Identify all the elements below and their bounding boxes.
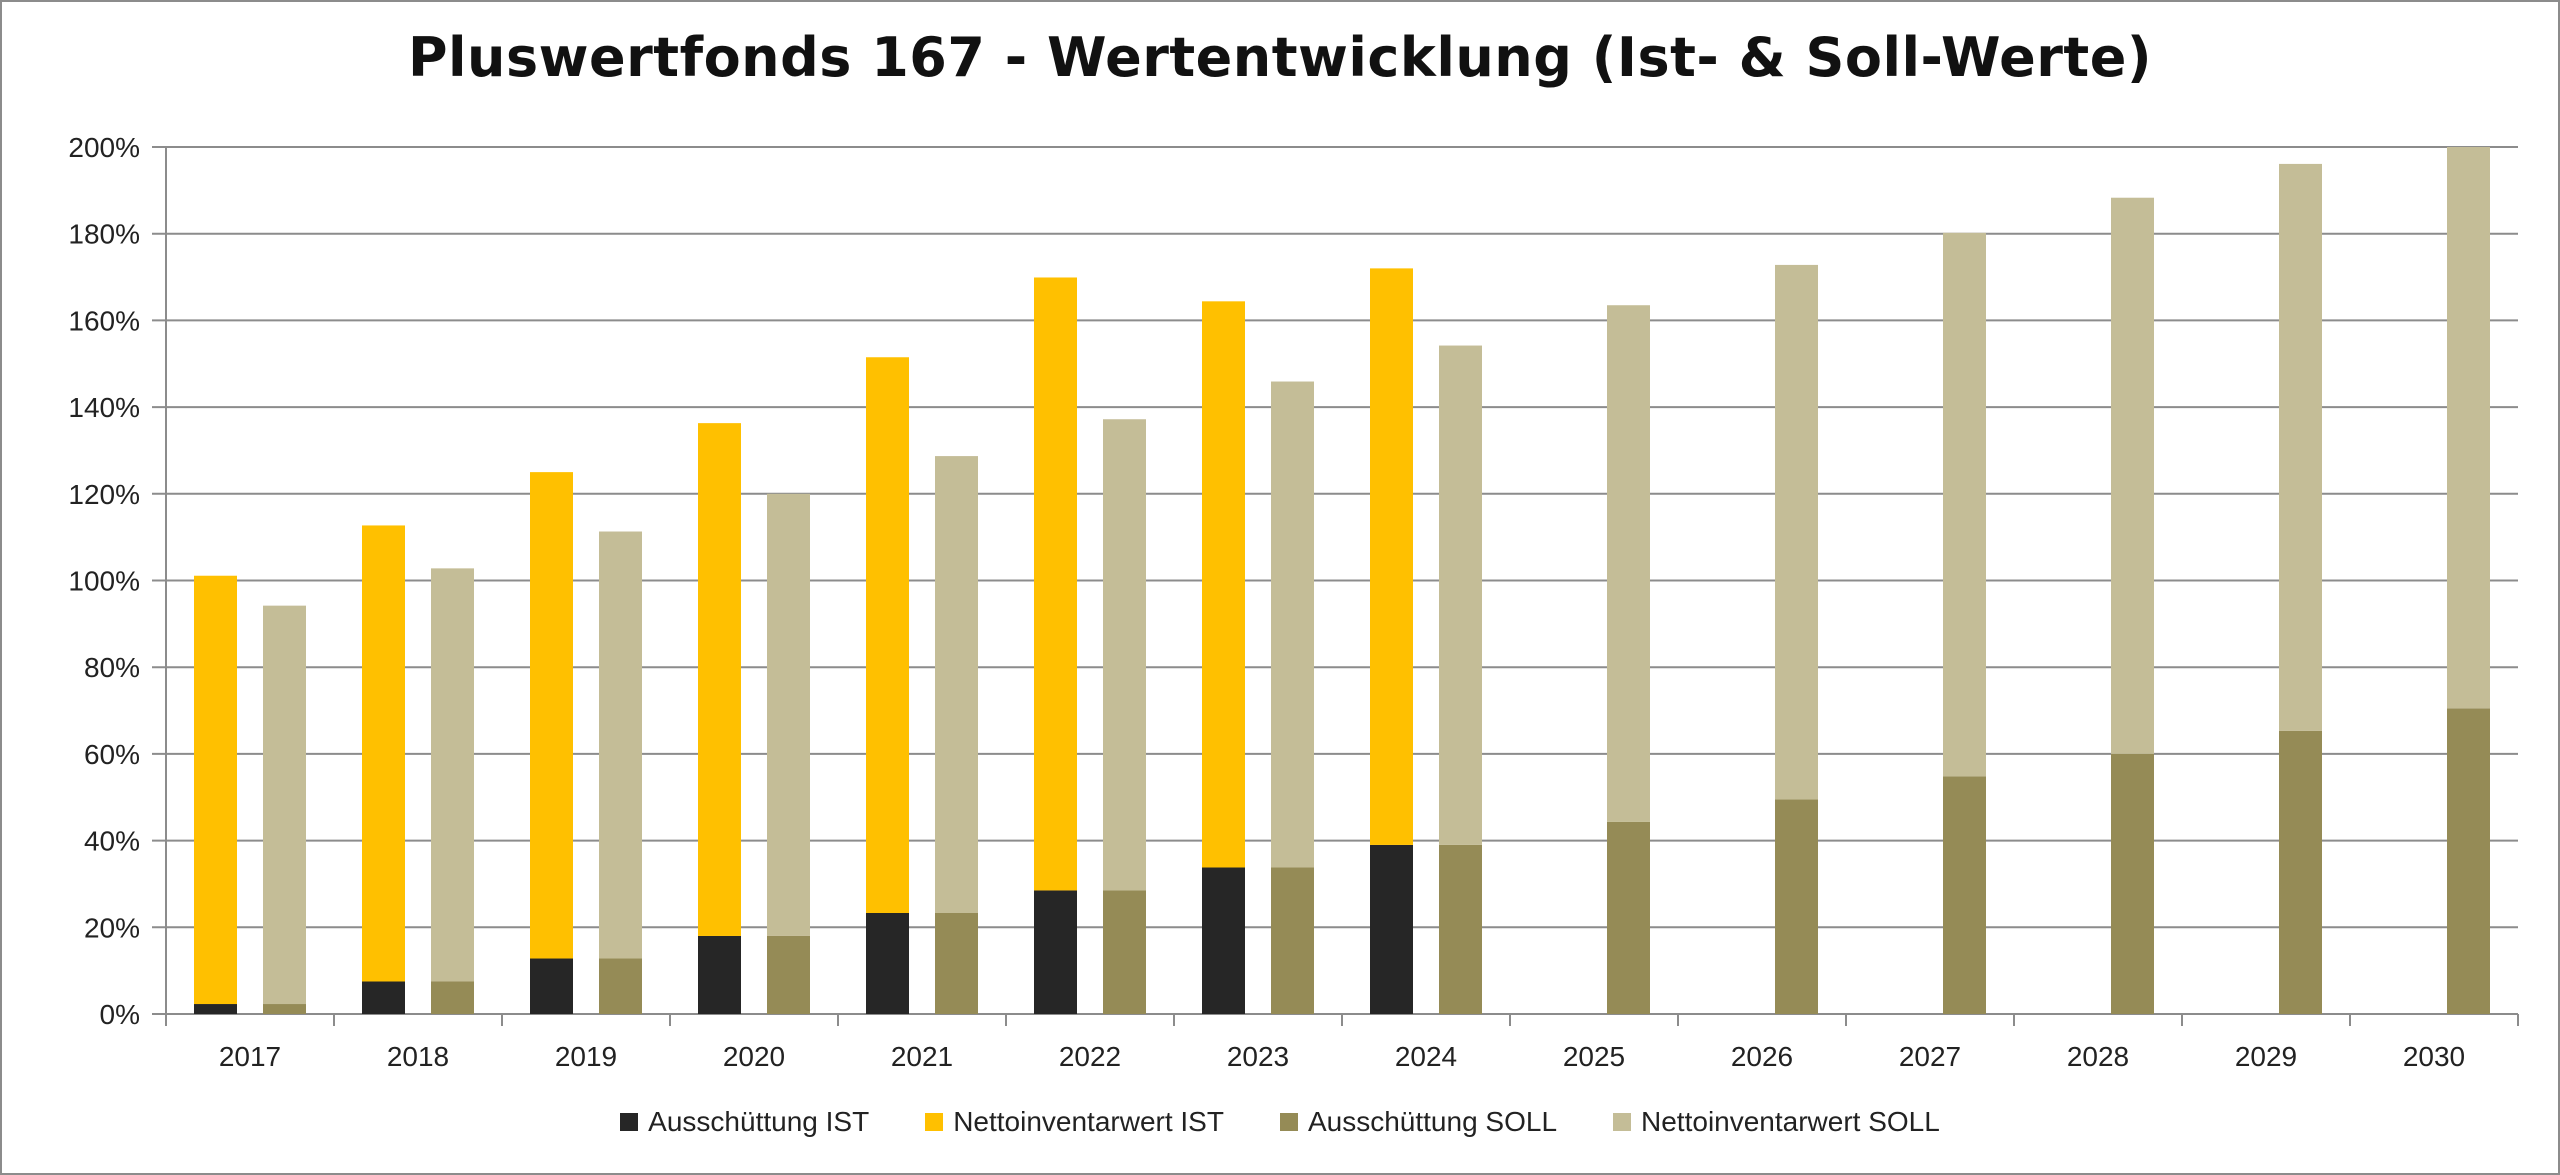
- bar-nettoinventarwert-soll: [1271, 381, 1314, 868]
- bar-aussch-ttung-soll: [1103, 890, 1146, 1014]
- bar-aussch-ttung-soll: [767, 935, 810, 1014]
- legend-swatch: [620, 1113, 639, 1131]
- bar-aussch-ttung-ist: [362, 981, 405, 1014]
- x-tick-label: 2019: [555, 1041, 617, 1072]
- legend-label: Nettoinventarwert IST: [953, 1106, 1224, 1137]
- bar-nettoinventarwert-ist: [1370, 268, 1413, 845]
- y-tick-label: 20%: [84, 912, 140, 943]
- bar-nettoinventarwert-ist: [866, 357, 909, 913]
- bar-aussch-ttung-soll: [1607, 821, 1650, 1014]
- bar-nettoinventarwert-soll: [1775, 264, 1818, 800]
- bar-nettoinventarwert-soll: [431, 568, 474, 982]
- bar-aussch-ttung-ist: [866, 912, 909, 1014]
- bar-aussch-ttung-soll: [2447, 708, 2490, 1014]
- y-tick-label: 140%: [68, 392, 140, 423]
- legend-swatch: [1279, 1113, 1298, 1131]
- y-tick-label: 180%: [68, 219, 140, 250]
- bar-aussch-ttung-soll: [599, 958, 642, 1014]
- bar-nettoinventarwert-ist: [362, 525, 405, 982]
- y-tick-label: 80%: [84, 652, 140, 683]
- x-tick-label: 2018: [387, 1041, 449, 1072]
- y-tick-label: 160%: [68, 305, 140, 336]
- legend-label: Nettoinventarwert SOLL: [1641, 1106, 1940, 1137]
- legend-swatch: [1613, 1113, 1632, 1131]
- bar-nettoinventarwert-soll: [1103, 419, 1146, 891]
- x-tick-label: 2030: [2403, 1041, 2465, 1072]
- y-tick-label: 200%: [68, 132, 140, 163]
- bar-nettoinventarwert-ist: [1034, 277, 1077, 891]
- bar-aussch-ttung-soll: [1775, 799, 1818, 1014]
- bar-aussch-ttung-ist: [1202, 867, 1245, 1014]
- bar-aussch-ttung-soll: [2279, 730, 2322, 1014]
- bar-nettoinventarwert-soll: [599, 531, 642, 959]
- bar-aussch-ttung-soll: [431, 981, 474, 1014]
- x-tick-label: 2021: [891, 1041, 953, 1072]
- bar-aussch-ttung-ist: [1034, 890, 1077, 1014]
- legend-item-nettoinventarwert-ist: Nettoinventarwert IST: [925, 1106, 1224, 1138]
- y-tick-label: 0%: [100, 999, 140, 1030]
- chart-legend: Ausschüttung IST Nettoinventarwert IST A…: [0, 1106, 2560, 1138]
- bar-aussch-ttung-ist: [698, 935, 741, 1014]
- x-tick-label: 2017: [219, 1041, 281, 1072]
- bar-nettoinventarwert-soll: [1607, 305, 1650, 822]
- bar-aussch-ttung-soll: [1271, 867, 1314, 1014]
- legend-item-ausschuettung-ist: Ausschüttung IST: [620, 1106, 869, 1138]
- y-tick-label: 120%: [68, 479, 140, 510]
- bar-nettoinventarwert-ist: [1202, 301, 1245, 868]
- x-tick-label: 2020: [723, 1041, 785, 1072]
- x-tick-label: 2024: [1395, 1041, 1457, 1072]
- x-tick-label: 2023: [1227, 1041, 1289, 1072]
- legend-item-nettoinventarwert-soll: Nettoinventarwert SOLL: [1613, 1106, 1940, 1138]
- bar-aussch-ttung-soll: [263, 1004, 306, 1014]
- x-tick-label: 2026: [1731, 1041, 1793, 1072]
- x-tick-label: 2027: [1899, 1041, 1961, 1072]
- legend-swatch: [925, 1113, 944, 1131]
- x-tick-label: 2028: [2067, 1041, 2129, 1072]
- bar-nettoinventarwert-soll: [2279, 163, 2322, 731]
- bar-nettoinventarwert-soll: [935, 456, 978, 913]
- bar-nettoinventarwert-soll: [1943, 232, 1986, 777]
- y-tick-label: 40%: [84, 826, 140, 857]
- x-tick-label: 2029: [2235, 1041, 2297, 1072]
- bar-nettoinventarwert-soll: [263, 605, 306, 1005]
- legend-item-ausschuettung-soll: Ausschüttung SOLL: [1279, 1106, 1558, 1138]
- legend-label: Ausschüttung SOLL: [1307, 1106, 1558, 1137]
- bar-nettoinventarwert-ist: [194, 575, 237, 1005]
- bar-aussch-ttung-soll: [935, 912, 978, 1014]
- bar-nettoinventarwert-soll: [767, 493, 810, 936]
- x-tick-label: 2025: [1563, 1041, 1625, 1072]
- bar-nettoinventarwert-soll: [1439, 345, 1482, 845]
- y-tick-label: 100%: [68, 566, 140, 597]
- legend-label: Ausschüttung IST: [648, 1106, 870, 1137]
- bar-aussch-ttung-soll: [1439, 844, 1482, 1014]
- bar-aussch-ttung-ist: [530, 958, 573, 1014]
- bar-nettoinventarwert-soll: [2447, 147, 2490, 709]
- bar-aussch-ttung-soll: [2111, 753, 2154, 1014]
- bar-nettoinventarwert-ist: [530, 472, 573, 959]
- bar-nettoinventarwert-ist: [698, 423, 741, 936]
- y-tick-label: 60%: [84, 739, 140, 770]
- bar-nettoinventarwert-soll: [2111, 197, 2154, 754]
- bar-aussch-ttung-soll: [1943, 776, 1986, 1014]
- bar-aussch-ttung-ist: [1370, 844, 1413, 1014]
- chart-title: Pluswertfonds 167 - Wertentwicklung (Ist…: [407, 26, 2153, 89]
- x-tick-label: 2022: [1059, 1041, 1121, 1072]
- bar-aussch-ttung-ist: [194, 1004, 237, 1014]
